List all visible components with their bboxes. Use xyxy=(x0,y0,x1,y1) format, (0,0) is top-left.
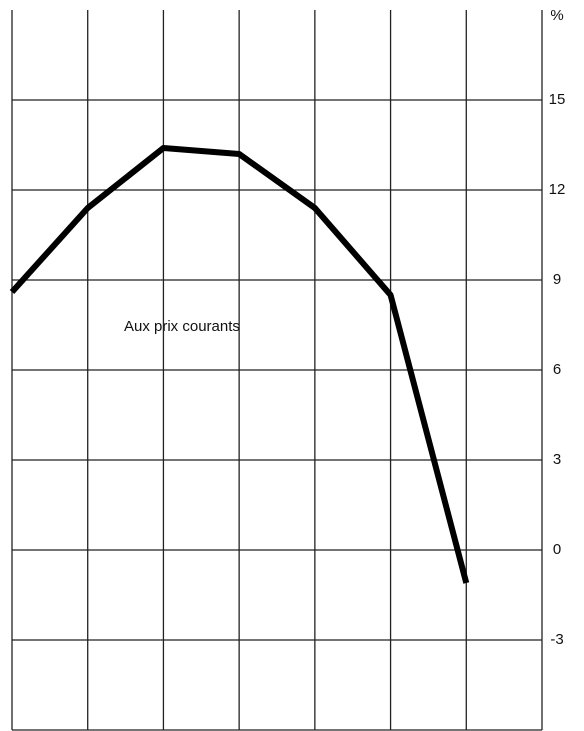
y-tick-label: 15 xyxy=(549,91,566,108)
y-tick-label: 12 xyxy=(549,181,566,198)
annotation: Aux prix courants xyxy=(124,318,240,335)
series-line xyxy=(9,145,470,584)
y-tick-label: 9 xyxy=(553,271,561,288)
y-tick-label: 0 xyxy=(553,541,561,558)
y-tick-label: -3 xyxy=(550,631,563,648)
y-tick-label: 3 xyxy=(553,451,561,468)
y-tick-label: 6 xyxy=(553,361,561,378)
y-axis-unit: % xyxy=(550,7,563,24)
